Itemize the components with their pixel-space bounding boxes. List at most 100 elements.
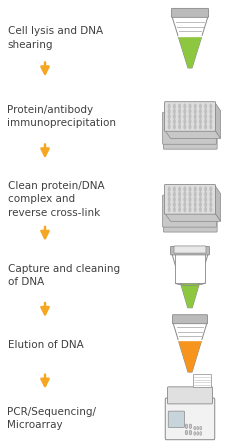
Circle shape bbox=[188, 119, 192, 124]
Circle shape bbox=[173, 207, 176, 212]
Circle shape bbox=[209, 186, 212, 192]
Text: Capture and cleaning
of DNA: Capture and cleaning of DNA bbox=[8, 264, 120, 287]
Circle shape bbox=[168, 207, 171, 212]
Circle shape bbox=[209, 124, 212, 129]
Circle shape bbox=[178, 103, 181, 109]
Circle shape bbox=[199, 109, 202, 114]
Circle shape bbox=[188, 202, 192, 207]
Circle shape bbox=[194, 114, 197, 119]
Circle shape bbox=[197, 432, 199, 435]
Circle shape bbox=[188, 114, 192, 119]
FancyBboxPatch shape bbox=[168, 387, 212, 404]
Circle shape bbox=[188, 197, 192, 202]
FancyBboxPatch shape bbox=[162, 112, 216, 144]
Polygon shape bbox=[178, 36, 202, 68]
FancyBboxPatch shape bbox=[168, 411, 184, 427]
Circle shape bbox=[194, 186, 197, 192]
Circle shape bbox=[183, 192, 186, 197]
Circle shape bbox=[183, 202, 186, 207]
Circle shape bbox=[199, 114, 202, 119]
Circle shape bbox=[188, 109, 192, 114]
Circle shape bbox=[178, 186, 181, 192]
Circle shape bbox=[194, 103, 197, 109]
Circle shape bbox=[178, 197, 181, 202]
Polygon shape bbox=[175, 252, 205, 283]
FancyBboxPatch shape bbox=[164, 185, 216, 214]
Circle shape bbox=[188, 186, 192, 192]
Circle shape bbox=[199, 103, 202, 109]
Circle shape bbox=[194, 207, 197, 212]
Circle shape bbox=[178, 192, 181, 197]
Circle shape bbox=[183, 114, 186, 119]
FancyBboxPatch shape bbox=[170, 246, 209, 255]
Polygon shape bbox=[165, 213, 220, 221]
Text: Protein/antibody
immunoprecipitation: Protein/antibody immunoprecipitation bbox=[8, 105, 117, 128]
Circle shape bbox=[209, 114, 212, 119]
Circle shape bbox=[194, 192, 197, 197]
Circle shape bbox=[168, 114, 171, 119]
Circle shape bbox=[194, 426, 196, 430]
Circle shape bbox=[194, 432, 196, 435]
FancyBboxPatch shape bbox=[164, 117, 217, 149]
Circle shape bbox=[197, 426, 199, 430]
Circle shape bbox=[168, 202, 171, 207]
Circle shape bbox=[168, 197, 171, 202]
Circle shape bbox=[189, 430, 192, 435]
Circle shape bbox=[194, 124, 197, 129]
Circle shape bbox=[209, 109, 212, 114]
Circle shape bbox=[204, 207, 207, 212]
Circle shape bbox=[209, 103, 212, 109]
Circle shape bbox=[183, 124, 186, 129]
Circle shape bbox=[173, 192, 176, 197]
Polygon shape bbox=[178, 340, 202, 372]
Circle shape bbox=[183, 207, 186, 212]
FancyBboxPatch shape bbox=[174, 246, 206, 253]
Circle shape bbox=[204, 186, 207, 192]
Polygon shape bbox=[172, 254, 208, 308]
Polygon shape bbox=[172, 17, 208, 68]
Circle shape bbox=[194, 197, 197, 202]
Circle shape bbox=[209, 119, 212, 124]
Circle shape bbox=[188, 192, 192, 197]
Polygon shape bbox=[165, 130, 220, 138]
Circle shape bbox=[183, 103, 186, 109]
Circle shape bbox=[199, 186, 202, 192]
Circle shape bbox=[178, 124, 181, 129]
Text: Elution of DNA: Elution of DNA bbox=[8, 340, 83, 350]
Circle shape bbox=[199, 207, 202, 212]
Circle shape bbox=[188, 207, 192, 212]
Circle shape bbox=[209, 202, 212, 207]
Text: Clean protein/DNA
complex and
reverse cross-link: Clean protein/DNA complex and reverse cr… bbox=[8, 181, 104, 218]
Circle shape bbox=[209, 207, 212, 212]
Circle shape bbox=[173, 202, 176, 207]
Circle shape bbox=[183, 197, 186, 202]
Circle shape bbox=[173, 186, 176, 192]
Circle shape bbox=[200, 432, 202, 435]
Polygon shape bbox=[173, 323, 207, 372]
Circle shape bbox=[173, 109, 176, 114]
Text: Cell lysis and DNA
shearing: Cell lysis and DNA shearing bbox=[8, 26, 103, 50]
FancyBboxPatch shape bbox=[193, 375, 211, 387]
Circle shape bbox=[200, 426, 202, 430]
Circle shape bbox=[204, 109, 207, 114]
FancyBboxPatch shape bbox=[165, 398, 215, 440]
Circle shape bbox=[204, 114, 207, 119]
Polygon shape bbox=[181, 284, 199, 308]
Circle shape bbox=[194, 202, 197, 207]
Circle shape bbox=[168, 186, 171, 192]
Circle shape bbox=[204, 119, 207, 124]
Circle shape bbox=[188, 103, 192, 109]
Circle shape bbox=[199, 197, 202, 202]
Circle shape bbox=[185, 430, 188, 435]
Circle shape bbox=[178, 114, 181, 119]
Circle shape bbox=[168, 119, 171, 124]
Circle shape bbox=[183, 186, 186, 192]
Circle shape bbox=[168, 103, 171, 109]
FancyBboxPatch shape bbox=[162, 195, 216, 227]
Circle shape bbox=[204, 124, 207, 129]
Circle shape bbox=[173, 114, 176, 119]
Circle shape bbox=[199, 202, 202, 207]
Polygon shape bbox=[215, 185, 220, 221]
Circle shape bbox=[199, 119, 202, 124]
Circle shape bbox=[168, 124, 171, 129]
